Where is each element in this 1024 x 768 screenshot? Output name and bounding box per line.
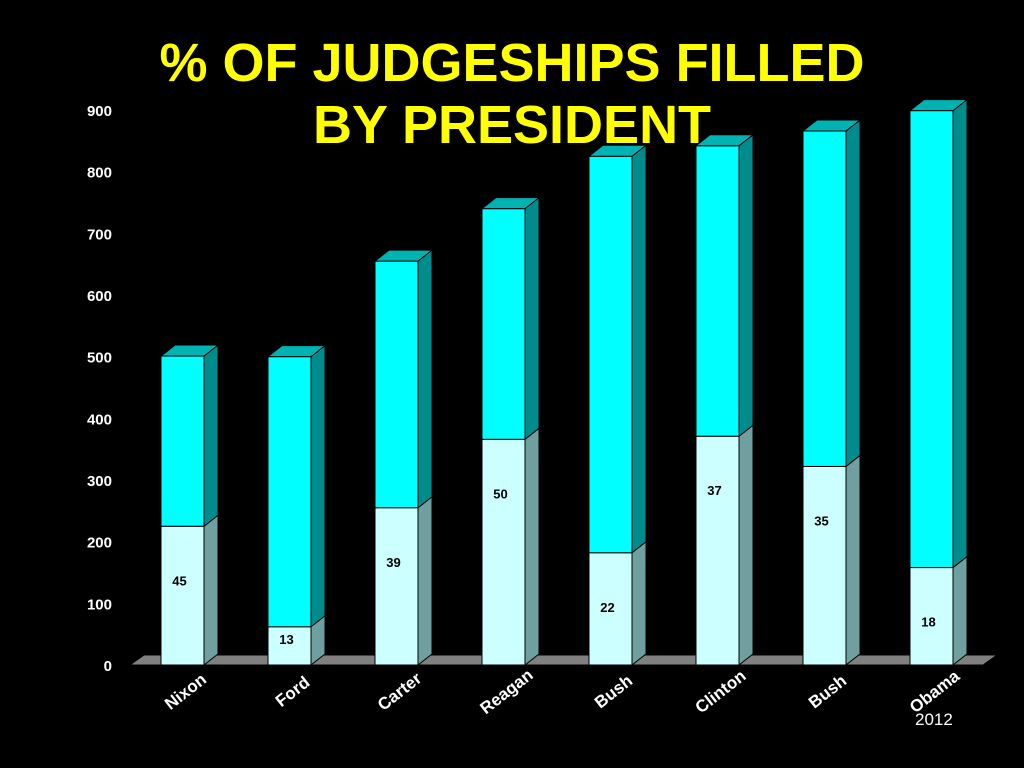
bar-segment xyxy=(695,145,740,437)
bar-segment xyxy=(588,552,633,666)
y-tick-label: 700 xyxy=(87,226,112,243)
bar-segment xyxy=(160,525,205,666)
bar-segment xyxy=(481,208,526,440)
data-label: 45 xyxy=(172,573,186,588)
bar-side xyxy=(203,344,219,528)
y-tick-label: 100 xyxy=(87,596,112,613)
bar-side xyxy=(631,540,647,667)
y-tick-label: 800 xyxy=(87,165,112,182)
bar-top xyxy=(694,134,755,147)
bar-segment xyxy=(481,438,526,666)
y-tick-label: 400 xyxy=(87,411,112,428)
bar-top xyxy=(159,344,220,357)
bar-top xyxy=(587,144,648,157)
bar-side xyxy=(952,98,968,569)
x-category-label: Ford xyxy=(272,673,313,711)
bar-segment xyxy=(695,435,740,666)
data-label: 18 xyxy=(921,615,935,630)
bar-segment xyxy=(588,155,633,554)
y-tick-label: 300 xyxy=(87,473,112,490)
bar-top xyxy=(908,99,969,112)
bar-side xyxy=(952,555,968,667)
data-label: 22 xyxy=(600,600,614,615)
bar-segment xyxy=(374,507,419,666)
bar-top xyxy=(480,197,541,210)
bar-side xyxy=(524,427,540,667)
data-label: 39 xyxy=(386,555,400,570)
bar-segment xyxy=(267,356,312,628)
data-label: 37 xyxy=(707,483,721,498)
bar-top xyxy=(266,345,327,358)
x-category-label: Bush xyxy=(805,671,850,712)
bar-side xyxy=(524,196,540,441)
chart-floor xyxy=(128,654,999,666)
x-category-label: Bush xyxy=(591,671,636,712)
y-tick-label: 0 xyxy=(104,658,112,675)
bar-side xyxy=(203,514,219,667)
bar-segment xyxy=(160,355,205,527)
x-category-label: Clinton xyxy=(692,666,750,717)
y-tick-label: 500 xyxy=(87,350,112,367)
bar-top xyxy=(373,249,434,262)
x-category-label: Reagan xyxy=(477,665,537,718)
bar-side xyxy=(310,344,326,628)
y-tick-label: 900 xyxy=(87,103,112,120)
bar-side xyxy=(845,118,861,468)
bar-side xyxy=(417,249,433,509)
bar-side xyxy=(845,454,861,667)
bar-side xyxy=(738,133,754,438)
y-tick-label: 200 xyxy=(87,535,112,552)
bar-segment xyxy=(909,110,954,569)
data-label: 50 xyxy=(493,486,507,501)
bar-top xyxy=(801,119,862,132)
bar-side xyxy=(631,144,647,554)
bar-side xyxy=(417,495,433,667)
bar-segment xyxy=(802,130,847,467)
data-label: 35 xyxy=(814,513,828,528)
x-category-label: Nixon xyxy=(161,670,210,714)
year-note: 2012 xyxy=(915,710,953,729)
bar-segment xyxy=(374,260,419,509)
bar-side xyxy=(738,424,754,667)
x-category-label: Carter xyxy=(374,669,425,715)
y-tick-label: 600 xyxy=(87,288,112,305)
data-label: 13 xyxy=(279,632,293,647)
bar-segment xyxy=(802,465,847,666)
